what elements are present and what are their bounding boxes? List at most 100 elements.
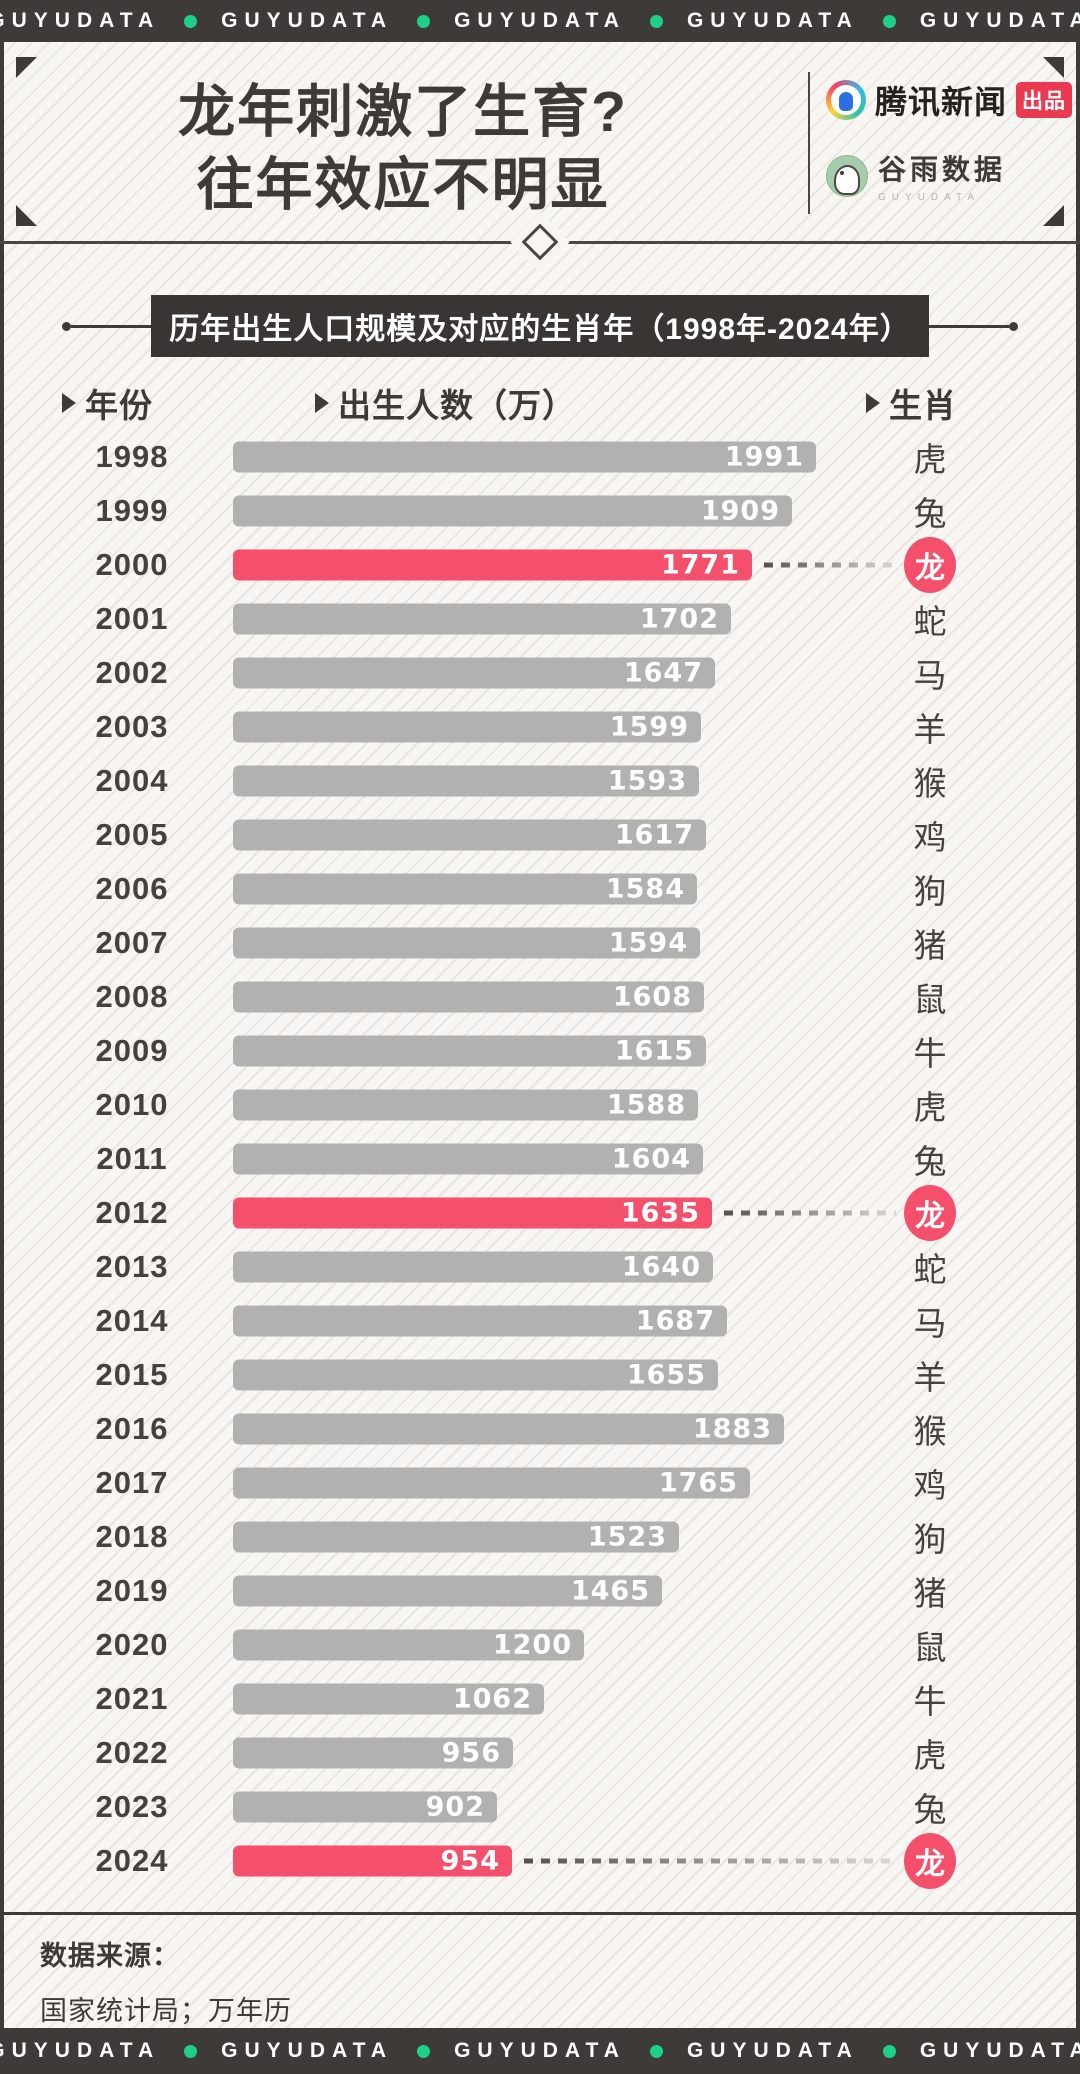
zodiac-label: 狗 (913, 1521, 947, 1558)
guyu-data-logo-row: 谷雨数据 GUYUDATA (826, 148, 1066, 203)
table-row: 2012 1635 龙 (0, 1185, 1080, 1241)
bar: 1655 (233, 1359, 718, 1391)
zodiac-label: 狗 (913, 873, 947, 910)
year-label: 1998 (95, 439, 169, 474)
year-label: 2016 (95, 1411, 169, 1446)
produced-by-badge: 出品 (1016, 82, 1073, 118)
year-label: 2017 (95, 1465, 169, 1500)
year-label: 2003 (95, 709, 169, 744)
bar-dragon-year: 1635 (233, 1197, 712, 1229)
corner-mark-bottom-right (1043, 205, 1064, 226)
bar: 1647 (233, 657, 715, 689)
zodiac-label: 兔 (913, 495, 947, 532)
bar: 1523 (233, 1521, 679, 1553)
header-vertical-divider (808, 72, 810, 214)
tencent-news-icon (826, 80, 866, 120)
bar: 1702 (233, 603, 731, 635)
table-row: 2006 1584 狗 (0, 862, 1080, 916)
bar-value-label: 1655 (626, 1359, 706, 1391)
column-header-births: 出生人数（万） (315, 382, 576, 424)
bar: 1615 (233, 1035, 706, 1067)
year-label: 2002 (95, 655, 169, 690)
zodiac-label: 蛇 (913, 603, 947, 640)
year-label: 2018 (95, 1519, 169, 1554)
bar-value-label: 1062 (452, 1683, 532, 1715)
arrow-right-icon (866, 393, 880, 413)
table-row: 2013 1640 蛇 (0, 1240, 1080, 1294)
table-row: 2016 1883 猴 (0, 1402, 1080, 1456)
page-title-line2: 往年效应不明显 (196, 153, 610, 217)
zodiac-label: 猴 (913, 765, 947, 802)
year-label: 2012 (95, 1195, 169, 1230)
zodiac-label: 羊 (913, 1359, 947, 1396)
zodiac-label: 鸡 (913, 819, 947, 856)
zodiac-label: 兔 (913, 1791, 947, 1828)
page-title-line1: 龙年刺激了生育? (178, 80, 628, 144)
bar-value-label: 1635 (620, 1197, 700, 1229)
green-dot-icon (882, 2044, 896, 2058)
bar-value-label: 1883 (692, 1413, 772, 1445)
brand-wordmark: GUYUDATA (919, 2039, 1080, 2062)
year-label: 2021 (95, 1681, 169, 1716)
bar: 1617 (233, 819, 706, 851)
bar: 1640 (233, 1251, 713, 1283)
bar-value-label: 1687 (635, 1305, 715, 1337)
table-row: 2015 1655 羊 (0, 1348, 1080, 1402)
rule-left (71, 324, 152, 328)
page-title: 龙年刺激了生育? 往年效应不明显 (0, 76, 806, 222)
bar: 1909 (233, 495, 792, 527)
table-row: 2001 1702 蛇 (0, 592, 1080, 646)
bar: 1687 (233, 1305, 727, 1337)
table-row: 2022 956 虎 (0, 1726, 1080, 1780)
bar-value-label: 1909 (700, 495, 780, 527)
bar-dragon-year: 954 (233, 1845, 512, 1877)
rule-right (928, 324, 1009, 328)
rule-end-dot-right (1009, 321, 1018, 331)
dragon-connector-dashes (764, 562, 896, 568)
bar-value-label: 1594 (608, 927, 688, 959)
bar-value-label: 1584 (605, 873, 685, 905)
bar-value-label: 1771 (660, 549, 740, 581)
column-header-year-label: 年份 (85, 387, 153, 424)
bar-value-label: 1523 (587, 1521, 667, 1553)
table-row: 2004 1593 猴 (0, 754, 1080, 808)
green-dot-icon (649, 2044, 663, 2058)
table-row: 2024 954 龙 (0, 1833, 1080, 1889)
bar: 1593 (233, 765, 699, 797)
zodiac-label: 蛇 (913, 1251, 947, 1288)
column-header-year: 年份 (62, 382, 153, 424)
year-label: 2014 (95, 1303, 169, 1338)
brand-wordmark: GUYUDATA (221, 9, 394, 32)
zodiac-label: 牛 (913, 1683, 947, 1720)
zodiac-label: 牛 (913, 1035, 947, 1072)
bottom-brand-ribbon: GUYUDATA GUYUDATA GUYUDATA GUYUDATA GUYUDATA (0, 2028, 1080, 2074)
footer-section-divider (0, 1912, 1080, 1915)
brand-wordmark: GUYUDATA (686, 2039, 859, 2062)
year-label: 2015 (95, 1357, 169, 1392)
bar: 1991 (233, 441, 816, 473)
bar: 1765 (233, 1467, 750, 1499)
bar: 1883 (233, 1413, 784, 1445)
bar: 1594 (233, 927, 700, 959)
zodiac-dragon-badge: 龙 (904, 537, 956, 593)
year-label: 2008 (95, 979, 169, 1014)
zodiac-label: 羊 (913, 711, 947, 748)
year-label: 2007 (95, 925, 169, 960)
table-row: 2011 1604 兔 (0, 1132, 1080, 1186)
bar-value-label: 1599 (609, 711, 689, 743)
zodiac-label: 虎 (913, 1737, 947, 1774)
year-label: 2024 (95, 1843, 169, 1878)
guyu-bird-body (834, 164, 860, 195)
chart-rows: 1998 1991 虎 1999 1909 兔 2000 1771 龙 2001 1702 蛇 2002… (0, 430, 1080, 1889)
data-source-label: 数据来源： (40, 1941, 180, 1971)
year-label: 2006 (95, 871, 169, 906)
bar: 902 (233, 1791, 497, 1823)
bar-value-label: 1200 (492, 1629, 572, 1661)
year-label: 2004 (95, 763, 169, 798)
guyu-name: 谷雨数据 (878, 155, 1007, 186)
bar: 1604 (233, 1143, 703, 1175)
bar: 1465 (233, 1575, 662, 1607)
table-row: 2010 1588 虎 (0, 1078, 1080, 1132)
green-dot-icon (882, 14, 896, 28)
